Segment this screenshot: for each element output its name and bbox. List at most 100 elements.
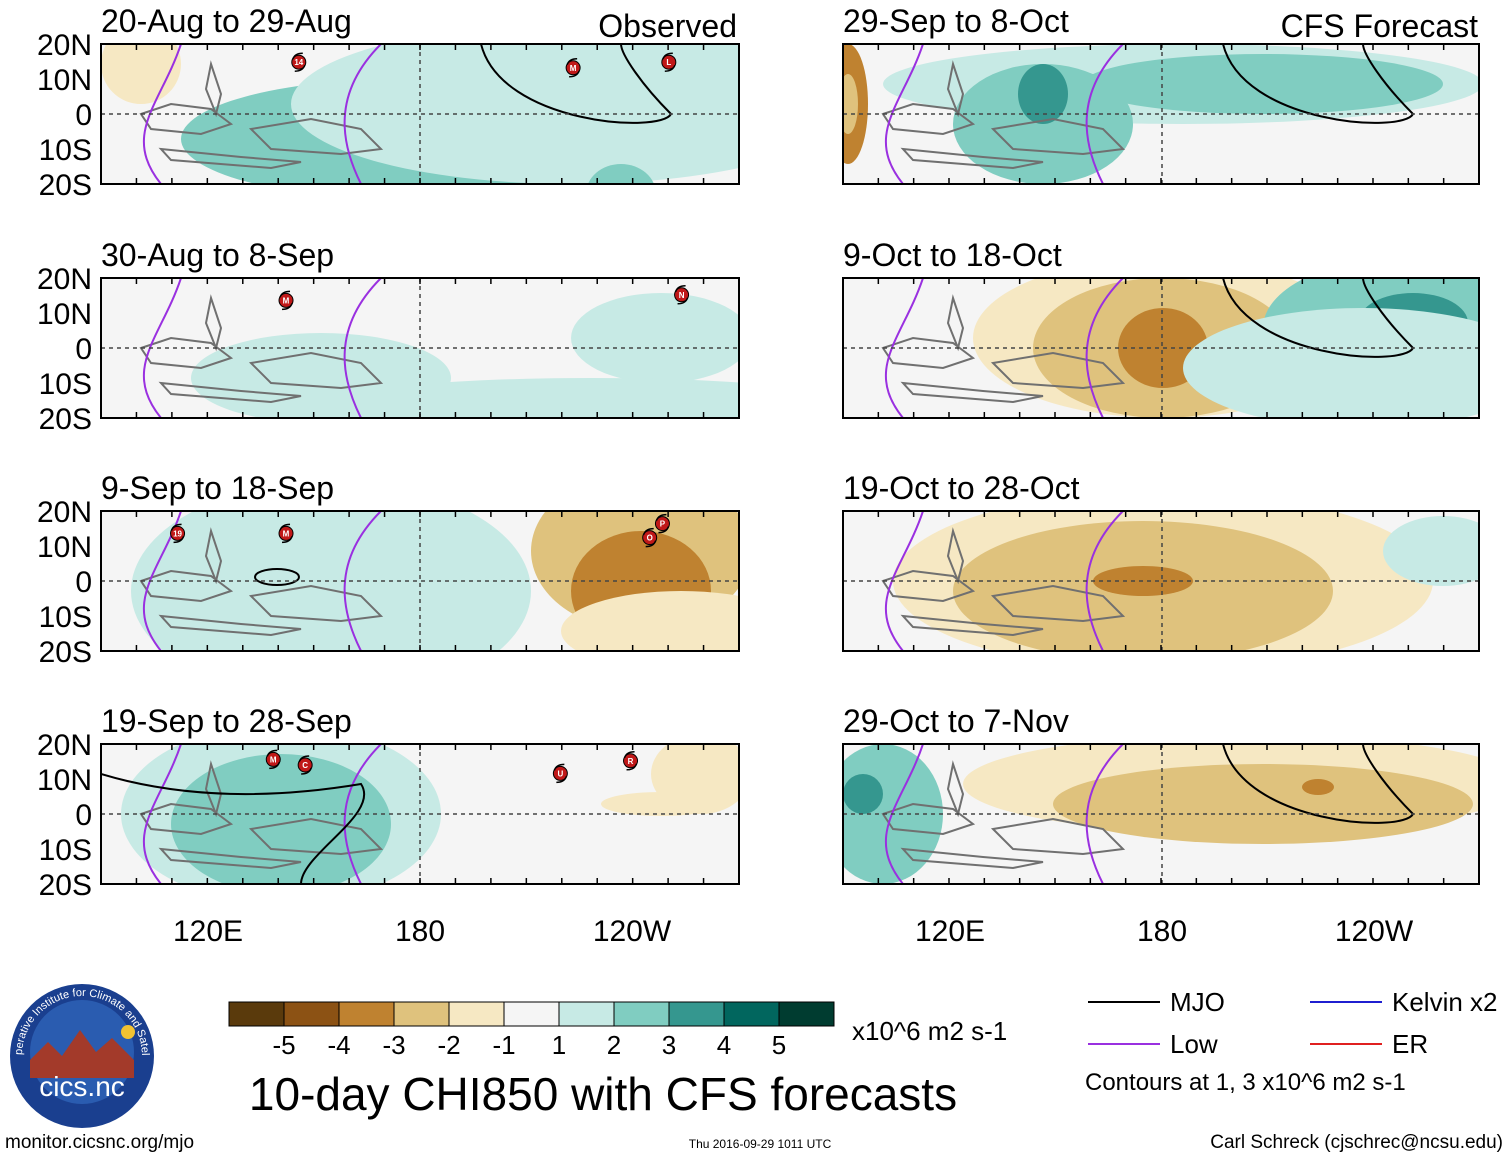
storm-icon: [278, 292, 294, 308]
storm-icon: [565, 60, 581, 76]
low-contour: [142, 44, 182, 184]
storm-icon: [654, 516, 670, 532]
anomaly-region: [171, 754, 391, 884]
colorbar-swatch: [283, 1001, 340, 1027]
colorbar-units: x10^6 m2 s-1: [852, 1016, 1007, 1046]
column-label-cfs-forecast: CFS Forecast: [1281, 8, 1478, 44]
lat-label: 10N: [37, 531, 92, 564]
low-contour: [343, 44, 382, 184]
anomaly-region: [571, 293, 739, 383]
storm-swirl: [642, 527, 657, 548]
lat-label: 0: [75, 99, 92, 132]
lon-label-180: 180: [1137, 915, 1187, 948]
storm-label: M: [283, 529, 290, 538]
colorbar-swatch: [723, 1001, 780, 1027]
lat-label: 10S: [39, 368, 92, 401]
low-contour: [884, 511, 924, 651]
panel-period-label: 29-Sep to 8-Oct: [843, 3, 1069, 39]
storm-swirl: [298, 755, 312, 775]
lat-label: 20N: [37, 29, 92, 62]
lat-label: 10S: [39, 601, 92, 634]
footer-author: Carl Schreck (cjschrec@ncsu.edu): [1210, 1132, 1503, 1153]
anomaly-region: [588, 164, 654, 184]
colorbar-swatch: [668, 1001, 725, 1027]
storm-marker: C: [297, 755, 313, 775]
colorbar-swatch: [503, 1001, 560, 1027]
map-panel: 9-Oct to 18-Oct: [842, 237, 1480, 419]
anomaly-region: [1383, 516, 1479, 586]
storm-label: 19: [173, 529, 182, 538]
storm-icon: [552, 765, 568, 781]
storm-marker: M: [265, 749, 281, 770]
storm-icon: [642, 530, 658, 546]
anomaly-region: [1183, 308, 1479, 418]
storm-label: M: [283, 296, 290, 305]
colorbar-tick-label: 2: [607, 1030, 621, 1060]
lon-label-120w: 120W: [1335, 915, 1414, 948]
mjo-contour: [480, 44, 673, 124]
colorbar-tick-label: -5: [272, 1030, 295, 1060]
lon-label-180: 180: [395, 915, 445, 948]
lat-label: 0: [75, 799, 92, 832]
anomaly-region: [1053, 764, 1473, 844]
storm-swirl: [266, 749, 280, 770]
lon-axis-left: 120E 180 120W: [173, 915, 672, 948]
panel-period-label: 20-Aug to 29-Aug: [101, 3, 352, 39]
low-contour: [884, 744, 924, 884]
colorbar-tick-label: -4: [327, 1030, 350, 1060]
figure-title: 10-day CHI850 with CFS forecasts: [249, 1068, 957, 1120]
map-panel: 29-Oct to 7-Nov: [842, 703, 1480, 885]
legend-note: Contours at 1, 3 x10^6 m2 s-1: [1085, 1069, 1406, 1096]
colorbar-tick-label: -3: [382, 1030, 405, 1060]
storm-label: 14: [294, 58, 303, 67]
mjo-contour: [254, 568, 300, 586]
legend-label-er: ER: [1392, 1029, 1428, 1059]
legend-label-low: Low: [1170, 1029, 1218, 1059]
storm-swirl: [279, 290, 293, 311]
storm-marker: M: [278, 290, 294, 311]
anomaly-field: [131, 511, 739, 651]
storm-icon: [661, 54, 677, 70]
colorbar-tick-label: -1: [492, 1030, 515, 1060]
lat-label: 10N: [37, 764, 92, 797]
anomaly-region: [843, 774, 883, 814]
lat-label: 10N: [37, 64, 92, 97]
lat-label: 20N: [37, 729, 92, 762]
footer-timestamp: Thu 2016-09-29 1011 UTC: [689, 1137, 832, 1151]
mjo-contour: [1222, 744, 1415, 824]
panel-period-label: 9-Sep to 18-Sep: [101, 470, 334, 506]
anomaly-field: [843, 44, 1479, 184]
logo-mountains: [30, 1030, 134, 1078]
colorbar-tick-label: -2: [437, 1030, 460, 1060]
lon-axis-right: 120E 180 120W: [915, 915, 1414, 948]
storm-swirl: [566, 58, 580, 78]
anomaly-region: [331, 378, 739, 418]
storm-icon: [291, 54, 307, 70]
map-panel: 29-Sep to 8-Oct: [842, 3, 1480, 185]
storm-label: N: [679, 291, 685, 300]
low-contour: [142, 278, 182, 418]
colorbar-tick-label: 5: [772, 1030, 786, 1060]
storm-swirl: [279, 523, 293, 544]
mjo-contour: [1222, 278, 1415, 358]
storm-label: R: [628, 757, 634, 766]
storm-label: P: [660, 520, 666, 529]
low-contour: [884, 44, 924, 184]
colorbar-swatch: [338, 1001, 395, 1027]
colorbar-swatch: [613, 1001, 670, 1027]
storm-swirl: [292, 52, 306, 72]
lon-label-120w: 120W: [593, 915, 672, 948]
storm-marker: M: [565, 58, 581, 78]
lat-label: 20N: [37, 496, 92, 529]
column-label-observed: Observed: [598, 8, 737, 44]
anomaly-region: [131, 511, 531, 651]
colorbar-swatch: [558, 1001, 615, 1027]
colorbar-swatch: [448, 1001, 505, 1027]
logo-sun: [121, 1025, 135, 1039]
storm-marker: N: [674, 285, 690, 305]
low-contour: [343, 511, 382, 651]
low-contour: [343, 278, 382, 418]
legend-label-mjo: MJO: [1170, 987, 1225, 1017]
storm-swirl: [623, 751, 638, 771]
